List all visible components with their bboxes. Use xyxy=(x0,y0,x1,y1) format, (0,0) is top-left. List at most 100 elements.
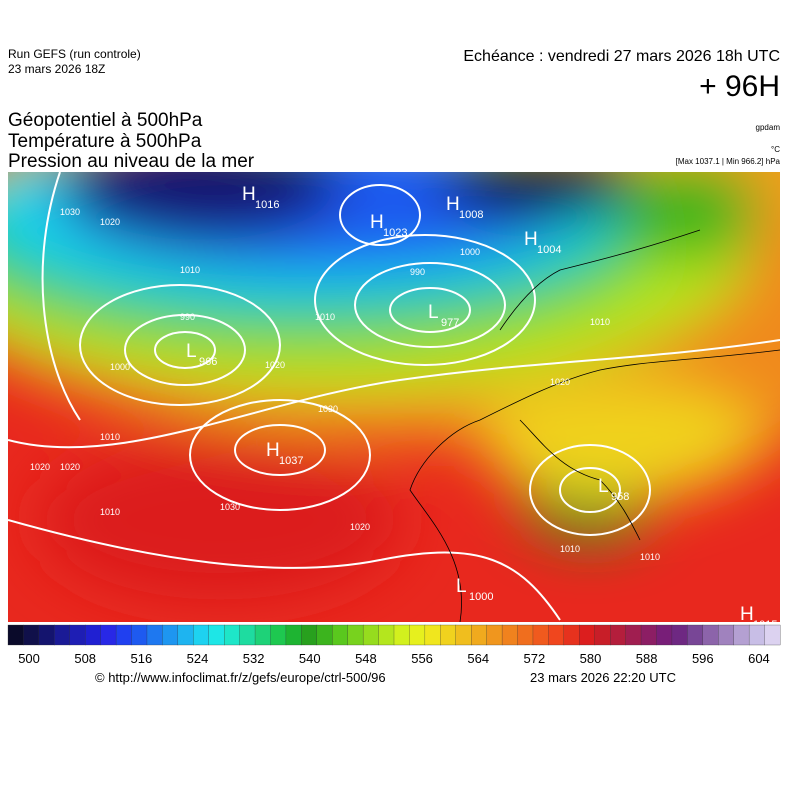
isobar-label: 1010 xyxy=(640,552,660,562)
color-swatch xyxy=(7,624,24,646)
temperature-field xyxy=(8,172,780,600)
color-swatch xyxy=(471,624,488,646)
colorbar-label: 524 xyxy=(187,651,209,666)
color-swatch xyxy=(100,624,117,646)
color-swatch xyxy=(501,624,518,646)
unit-label: °C xyxy=(771,145,780,154)
isobar-label: 1010 xyxy=(590,317,610,327)
isobar-label: 1030 xyxy=(60,207,80,217)
isobar-label: 1020 xyxy=(350,522,370,532)
center-letter: H xyxy=(740,604,754,625)
isobar-label: 1010 xyxy=(315,312,335,322)
run-label: Run GEFS (run controle) xyxy=(8,47,141,61)
forecast-time: Echéance : vendredi 27 mars 2026 18h UTC xyxy=(463,48,780,65)
colorbar-label: 540 xyxy=(299,651,321,666)
color-swatch xyxy=(548,624,565,646)
center-letter: H xyxy=(242,184,256,205)
color-swatch xyxy=(208,624,225,646)
color-swatch xyxy=(85,624,102,646)
colorbar-label: 532 xyxy=(243,651,265,666)
isobar-label: 1020 xyxy=(30,462,50,472)
colorbar-label: 572 xyxy=(524,651,546,666)
color-swatch xyxy=(718,624,735,646)
center-value: 1008 xyxy=(459,209,483,221)
color-swatch xyxy=(640,624,657,646)
color-swatch xyxy=(146,624,163,646)
isobar-label: 1010 xyxy=(100,507,120,517)
colorbar-label: 500 xyxy=(18,651,40,666)
center-value: 966 xyxy=(199,356,217,368)
color-swatch xyxy=(38,624,55,646)
colorbar: 500 508 516 524 532 540 548 556 564 572 580 588 596 6… xyxy=(7,624,781,666)
center-value: 1023 xyxy=(383,227,407,239)
unit-label: [Max 1037.1 | Min 966.2] hPa xyxy=(676,157,781,166)
isobar-label: 1000 xyxy=(460,247,480,257)
isobar-label: 1030 xyxy=(318,404,338,414)
unit-label: gpdam xyxy=(756,123,781,132)
color-swatch xyxy=(224,624,241,646)
isobar-label: 1030 xyxy=(220,502,240,512)
color-swatch xyxy=(440,624,457,646)
color-swatch xyxy=(301,624,318,646)
isobar-label: 1010 xyxy=(180,265,200,275)
color-swatch xyxy=(594,624,611,646)
color-swatch xyxy=(69,624,86,646)
color-swatch xyxy=(54,624,71,646)
color-swatch xyxy=(378,624,395,646)
color-swatch xyxy=(131,624,148,646)
colorbar-label: 548 xyxy=(355,651,377,666)
center-letter: L xyxy=(456,576,467,597)
center-value: 958 xyxy=(611,491,629,503)
color-swatch xyxy=(332,624,349,646)
run-date: 23 mars 2026 18Z xyxy=(8,62,105,76)
color-swatch xyxy=(687,624,704,646)
color-swatch xyxy=(409,624,426,646)
color-swatch xyxy=(563,624,580,646)
isobar-label: 990 xyxy=(410,267,425,277)
center-letter: L xyxy=(428,302,439,323)
center-letter: L xyxy=(186,341,197,362)
isobar-label: 1010 xyxy=(560,544,580,554)
center-letter: H xyxy=(266,440,280,461)
color-swatch xyxy=(23,624,40,646)
render-time: 23 mars 2026 22:20 UTC xyxy=(530,670,676,685)
center-value: 1004 xyxy=(537,244,561,256)
lead-time: + 96H xyxy=(699,70,780,103)
color-swatch xyxy=(316,624,333,646)
isobar-label: 1020 xyxy=(550,377,570,387)
color-swatch xyxy=(748,624,766,646)
color-swatch xyxy=(579,624,596,646)
isobar-label: 1020 xyxy=(265,360,285,370)
center-value: 1016 xyxy=(255,199,279,211)
center-letter: L xyxy=(598,476,609,497)
center-value: 977 xyxy=(441,317,459,329)
color-swatch xyxy=(610,624,627,646)
coastlines xyxy=(409,229,780,622)
colorbar-label: 564 xyxy=(467,651,489,666)
color-swatch xyxy=(193,624,210,646)
colorbar-label: 604 xyxy=(748,651,770,666)
color-swatch xyxy=(764,624,781,646)
color-swatch xyxy=(424,624,441,646)
color-swatch xyxy=(671,624,688,646)
source-url: © http://www.infoclimat.fr/z/gefs/europe… xyxy=(95,670,386,685)
color-swatch xyxy=(162,624,179,646)
color-swatch xyxy=(177,624,194,646)
color-swatch xyxy=(254,624,271,646)
isobar-label: 1000 xyxy=(110,362,130,372)
isobars xyxy=(8,172,780,621)
color-swatch xyxy=(656,624,673,646)
color-swatch xyxy=(347,624,364,646)
center-value: 1037 xyxy=(279,455,303,467)
color-swatch xyxy=(625,624,642,646)
field-title: Température à 500hPa xyxy=(8,131,202,152)
color-swatch xyxy=(393,624,410,646)
isobar-label: 1020 xyxy=(60,462,80,472)
color-swatch xyxy=(733,624,750,646)
color-swatch xyxy=(270,624,287,646)
colorbar-label: 588 xyxy=(636,651,658,666)
field-title: Géopotentiel à 500hPa xyxy=(8,110,203,131)
center-value: 1015 xyxy=(753,619,777,631)
color-swatch xyxy=(702,624,719,646)
color-swatch xyxy=(486,624,503,646)
